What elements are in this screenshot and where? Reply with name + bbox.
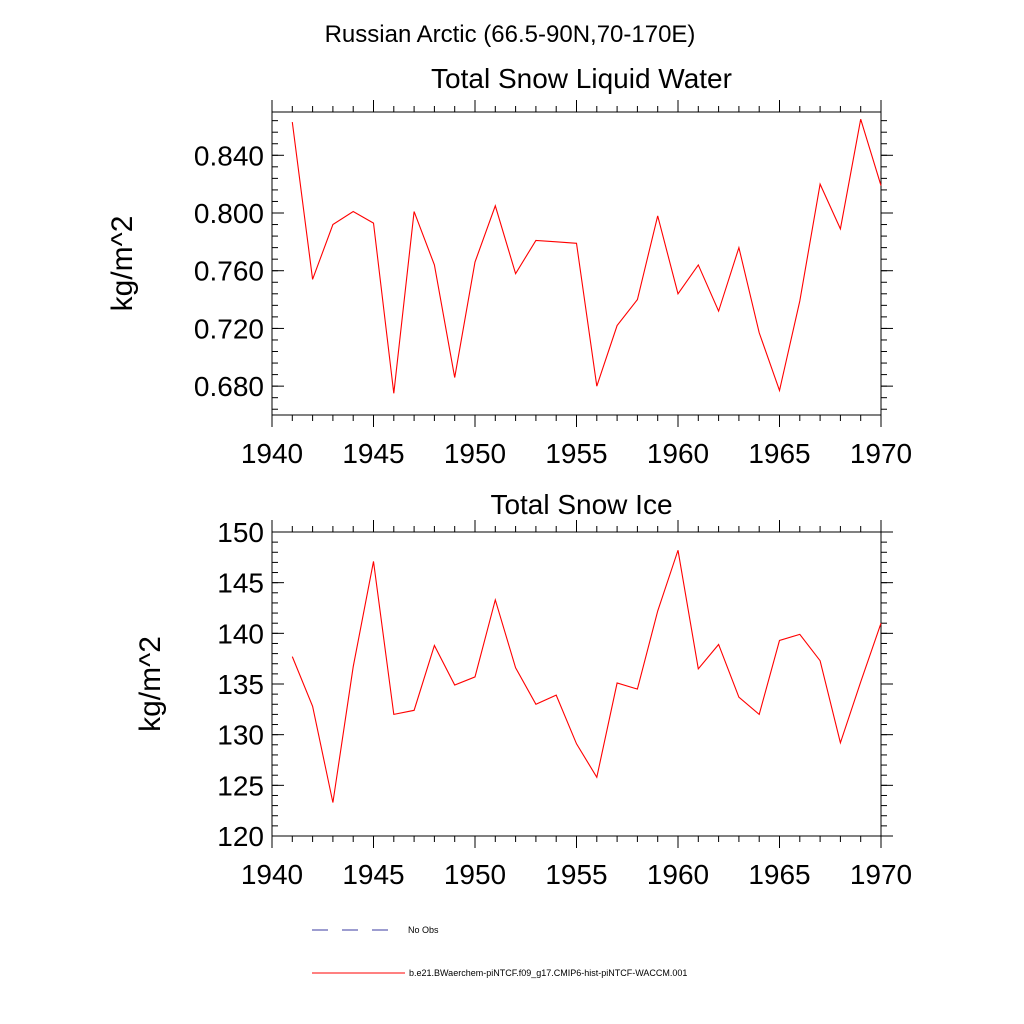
y-tick-label: 125 [217, 770, 264, 801]
chart-panel-snow-liquid-water: Total Snow Liquid Water 1940 1945 1950 1955 1… [106, 63, 912, 469]
y-tick-label: 0.840 [194, 140, 264, 171]
y-tick-label: 140 [217, 618, 264, 649]
x-tick-label: 1965 [748, 438, 810, 469]
series-line-snow-ice [291, 550, 882, 803]
y-tick-label: 0.680 [194, 371, 264, 402]
x-tick-label: 1945 [342, 438, 404, 469]
y-tick-label: 0.800 [194, 198, 264, 229]
x-tick-label: 1970 [850, 438, 912, 469]
legend-no-obs-label: No Obs [408, 925, 439, 935]
y-tick-label: 145 [217, 568, 264, 599]
x-tick-label: 1940 [241, 859, 303, 890]
x-tick-label: 1970 [850, 859, 912, 890]
x-tick-label: 1965 [748, 859, 810, 890]
chart-panel-snow-ice: Total Snow Ice 1940 1945 1950 1955 1960 1965 19… [134, 489, 912, 890]
y-tick-label: 0.720 [194, 313, 264, 344]
x-tick-label: 1960 [647, 859, 709, 890]
figure-title: Russian Arctic (66.5-90N,70-170E) [325, 21, 696, 48]
plot-frame-liquid-water [271, 111, 882, 416]
chart-title-liquid-water: Total Snow Liquid Water [431, 63, 732, 94]
legend: No Obs b.e21.BWaerchem-piNTCF.f09_g17.CM… [312, 925, 687, 978]
chart-title-snow-ice: Total Snow Ice [490, 489, 672, 520]
x-tick-label: 1950 [444, 438, 506, 469]
y-tick-label: 130 [217, 720, 264, 751]
x-tick-label: 1945 [342, 859, 404, 890]
y-tick-label: 135 [217, 669, 264, 700]
x-tick-label: 1960 [647, 438, 709, 469]
y-axis-label-snow-ice: kg/m^2 [134, 636, 167, 732]
x-tick-label: 1955 [545, 859, 607, 890]
legend-model-label: b.e21.BWaerchem-piNTCF.f09_g17.CMIP6-his… [409, 968, 687, 978]
y-axis-label-liquid-water: kg/m^2 [106, 216, 139, 312]
y-tick-label: 150 [217, 517, 264, 548]
series-line-liquid-water [291, 119, 882, 394]
x-tick-label: 1955 [545, 438, 607, 469]
x-tick-label: 1940 [241, 438, 303, 469]
x-tick-label: 1950 [444, 859, 506, 890]
plot-frame-snow-ice [271, 531, 882, 837]
y-tick-label: 120 [217, 821, 264, 852]
y-tick-label: 0.760 [194, 256, 264, 287]
